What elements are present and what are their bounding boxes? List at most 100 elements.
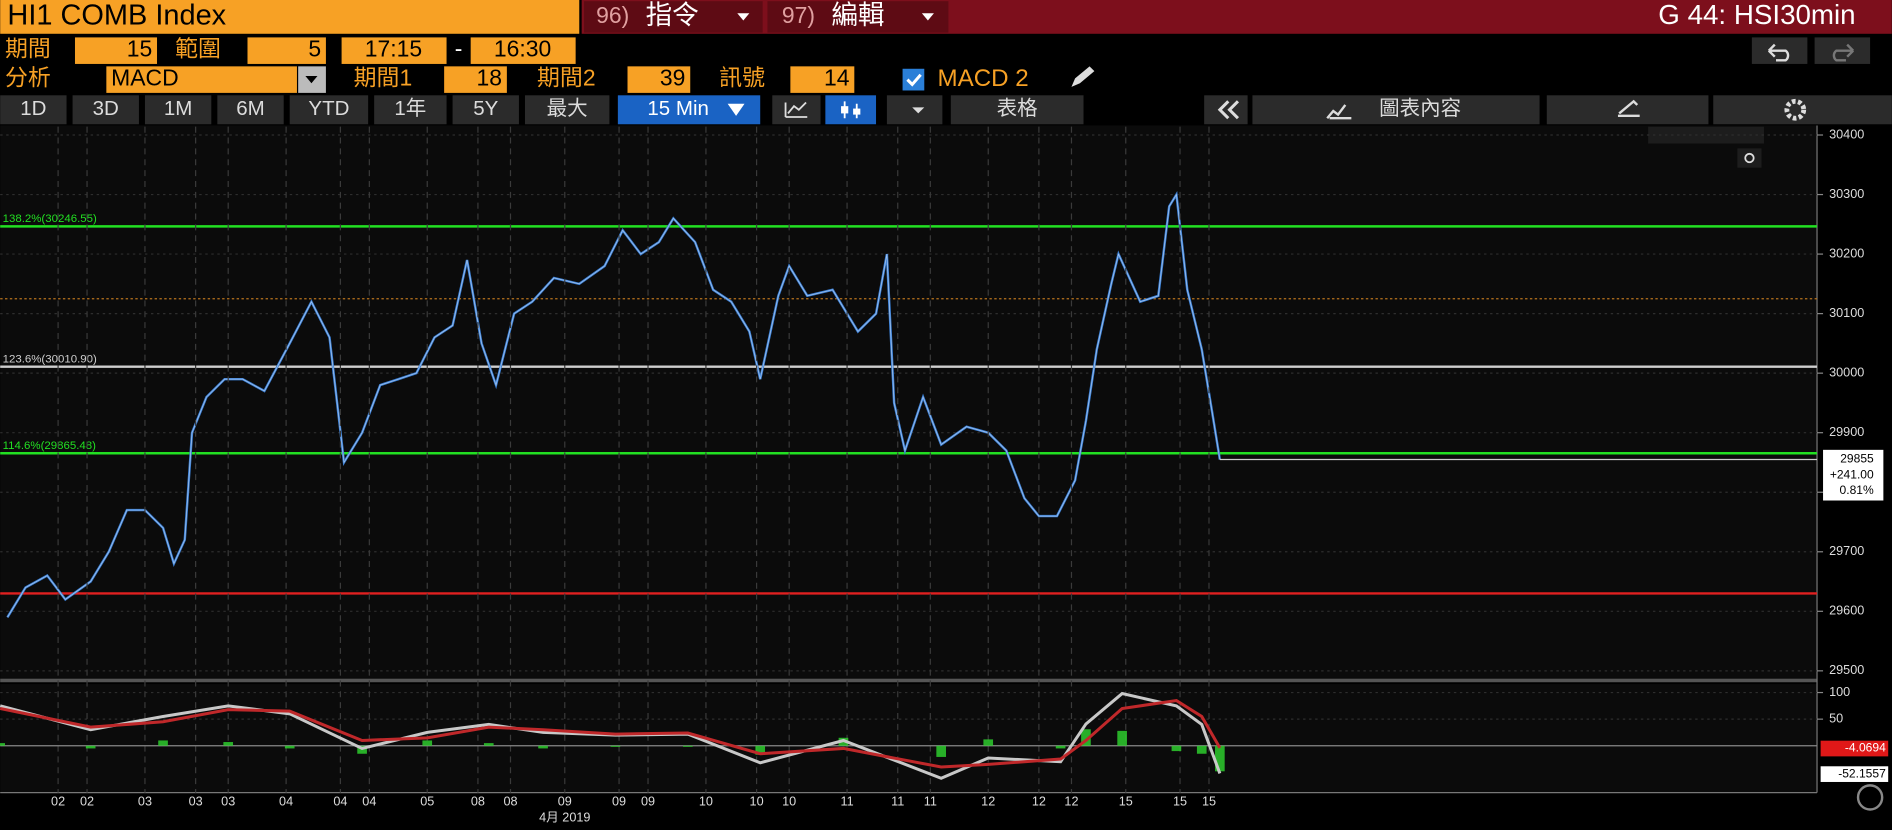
zoom-icon[interactable] [1856, 784, 1884, 811]
page-id: G 44: HSI30min [1658, 0, 1855, 30]
candle-icon [841, 106, 849, 114]
field[interactable] [106, 66, 297, 93]
x-tick-label: 08 [503, 795, 517, 809]
field[interactable] [470, 37, 576, 64]
histogram-bar [223, 742, 234, 746]
redo-icon [1832, 43, 1855, 62]
chart-content-button[interactable] [1252, 95, 1540, 125]
field[interactable] [444, 66, 507, 93]
value: 18 [477, 65, 502, 91]
range-button[interactable] [524, 95, 610, 125]
label: 期間 [5, 36, 51, 62]
range-button[interactable] [217, 95, 284, 125]
value: 5 [308, 36, 321, 62]
collapse-button[interactable] [1204, 95, 1248, 125]
line-chart-button[interactable] [772, 95, 821, 125]
histogram-bar [1055, 745, 1066, 749]
cmd2-button[interactable] [767, 1, 949, 33]
last-value-box [1820, 766, 1889, 782]
label: 期間1 [354, 65, 413, 91]
y-tick-label: 30000 [1829, 366, 1864, 380]
y-tick-label: 29600 [1829, 604, 1864, 618]
field[interactable] [341, 37, 447, 64]
x-axis-label: 4月 2019 [539, 810, 590, 824]
y-tick-label: 30400 [1829, 127, 1864, 141]
x-tick-label: 09 [612, 795, 626, 809]
range-button[interactable] [144, 95, 212, 125]
cmd2: 編輯 [831, 0, 884, 30]
last-value-box [1820, 740, 1889, 757]
range-label: 3D [93, 97, 119, 120]
y-tick-label: 29700 [1829, 544, 1864, 558]
macd-panel [0, 684, 1818, 793]
field[interactable] [790, 66, 855, 93]
range-button[interactable] [289, 95, 369, 125]
x-tick-label: 04 [333, 795, 347, 809]
histogram-bar [483, 743, 494, 746]
x-tick-label: 05 [420, 795, 434, 809]
x-tick-label: 03 [189, 795, 203, 809]
range-label: 最大 [547, 97, 588, 120]
range-label: 6M [236, 97, 264, 120]
pencil-icon[interactable] [1071, 66, 1095, 87]
last-price: 29855 [1840, 452, 1874, 466]
y-tick-label: 30300 [1829, 187, 1864, 201]
x-tick-label: 12 [981, 795, 995, 809]
check-icon [906, 73, 922, 87]
x-tick-label: 04 [362, 795, 376, 809]
zoom-tools[interactable] [1648, 126, 1764, 144]
annotate-button[interactable] [1546, 95, 1709, 125]
dropdown-arrow [921, 13, 934, 21]
label: 分析 [5, 65, 51, 91]
range-button[interactable] [374, 95, 447, 125]
dropdown-arrow [912, 107, 925, 114]
dropdown-arrow [305, 76, 318, 84]
interval: 15 Min [647, 97, 709, 120]
field[interactable] [74, 37, 158, 64]
value: 39 [660, 65, 685, 91]
range-label: 5Y [473, 97, 498, 120]
reset-icon [1744, 152, 1755, 164]
ticker-box[interactable] [0, 0, 580, 34]
level-label: 138.2%(30246.55) [3, 213, 97, 225]
range-button[interactable] [72, 95, 139, 125]
range-button[interactable] [0, 95, 67, 125]
field[interactable] [247, 37, 326, 64]
candle-icon [853, 108, 861, 115]
candle-button[interactable] [825, 95, 877, 125]
level-label: 123.6%(30010.90) [3, 353, 97, 365]
cmd2-num: 97) [782, 2, 815, 28]
cmd1-button[interactable] [584, 1, 763, 33]
collapse-icon [1217, 100, 1240, 120]
table-label: 表格 [997, 97, 1038, 120]
macd-line [0, 698, 1222, 769]
field[interactable] [627, 66, 691, 93]
dropdown-arrow [727, 103, 745, 116]
value: 14 [824, 65, 850, 91]
range-label: 1年 [394, 97, 426, 120]
reset-tool[interactable] [1737, 148, 1762, 168]
chart-icon [1326, 104, 1352, 120]
histogram-bar [1196, 745, 1207, 754]
histogram-bar [1215, 745, 1225, 772]
x-tick-label: 11 [841, 795, 854, 809]
last-value: -52.1557 [1838, 766, 1886, 780]
x-tick-label: 15 [1173, 795, 1187, 809]
level-label: 114.6%(29865.48) [3, 440, 97, 452]
label: 範圍 [175, 36, 221, 62]
histogram-bar [683, 745, 693, 747]
x-tick-label: 15 [1202, 795, 1216, 809]
range-button[interactable] [452, 95, 519, 125]
y-tick-label: 30100 [1829, 306, 1864, 320]
histogram-bar [538, 745, 548, 749]
histogram-bar [85, 745, 96, 749]
y-tick-label: 30200 [1829, 246, 1864, 260]
table-button[interactable] [950, 95, 1084, 125]
range-buttons: 1D 3D 1M 6M YTD 1年 5Y 最大 [0, 95, 610, 125]
line-icon [784, 101, 808, 118]
label: 期間2 [537, 65, 596, 91]
plot: 2950029600297002980029900300003010030200… [0, 126, 1889, 824]
annotate-icon [1617, 99, 1640, 118]
y-tick-label: 50 [1829, 711, 1843, 725]
checkbox[interactable] [902, 68, 925, 91]
